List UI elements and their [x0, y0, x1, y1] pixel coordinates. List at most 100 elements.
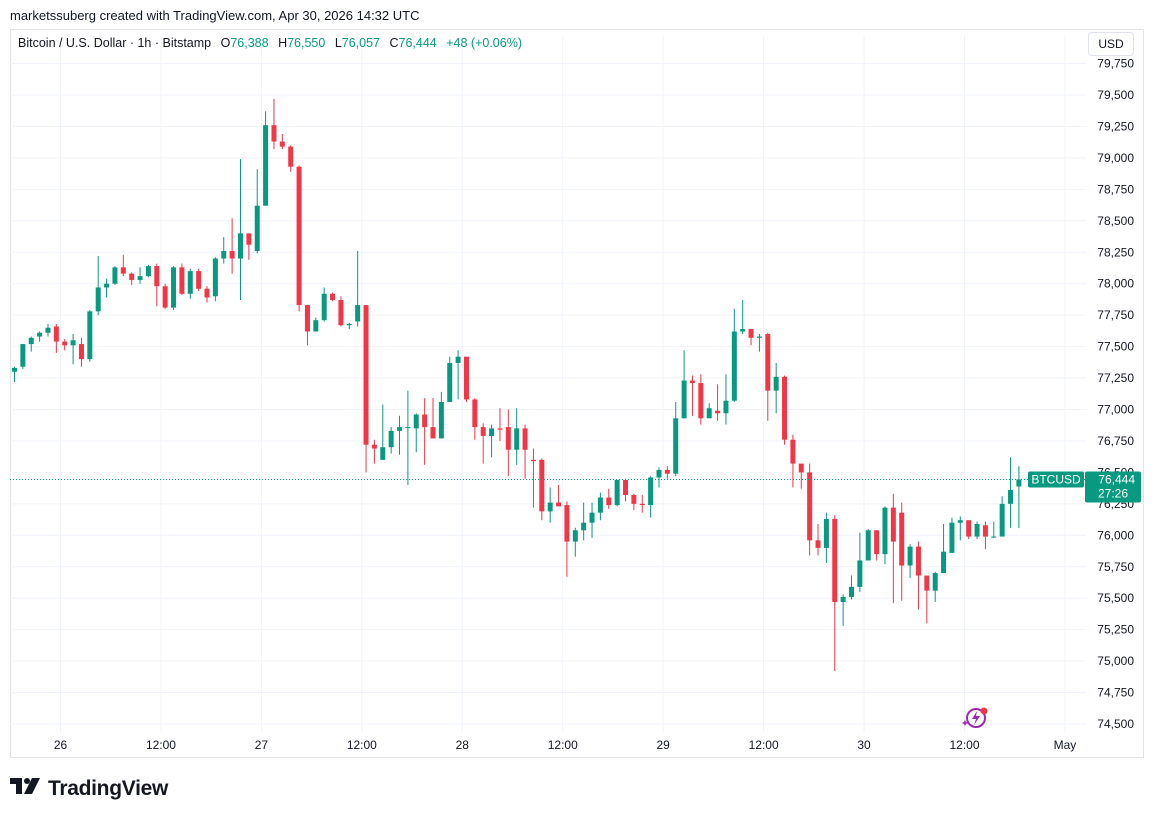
candle-body: [28, 337, 34, 345]
candle: [915, 541, 921, 610]
candle: [154, 263, 160, 307]
candle: [405, 390, 411, 485]
candle: [606, 488, 612, 509]
candle: [355, 250, 361, 327]
currency-button[interactable]: USD: [1088, 32, 1134, 56]
time-tick-label: 12:00: [146, 738, 176, 752]
candle-body: [865, 530, 871, 561]
candle-body: [731, 331, 737, 401]
candle: [480, 423, 486, 464]
candle: [145, 264, 151, 278]
candle: [639, 495, 645, 513]
candle-body: [798, 463, 804, 473]
candle-body: [212, 258, 218, 297]
candle: [932, 571, 938, 602]
candle: [422, 398, 428, 465]
candle: [196, 268, 202, 292]
candle-body: [129, 273, 135, 280]
candle-body: [966, 520, 972, 537]
candle-body: [991, 536, 997, 538]
candle-body: [405, 427, 411, 429]
candle: [941, 523, 947, 574]
candle-body: [246, 233, 252, 245]
candle-body: [154, 266, 160, 287]
candle: [589, 502, 595, 538]
candle-body: [974, 523, 980, 537]
candle: [899, 502, 905, 601]
candle: [212, 257, 218, 302]
candle-body: [689, 380, 695, 384]
candle-body: [723, 400, 729, 414]
candle: [388, 427, 394, 454]
candle: [28, 336, 34, 352]
candle: [765, 332, 771, 421]
candle-body: [664, 469, 670, 474]
candle-body: [790, 439, 796, 464]
candle-body: [890, 507, 896, 542]
candle: [530, 448, 536, 508]
candle-body: [857, 560, 863, 587]
candle: [748, 328, 754, 346]
candle: [581, 502, 587, 541]
legend-symbol: Bitcoin / U.S. Dollar · 1h · Bitstamp: [18, 36, 212, 50]
candle-body: [639, 503, 645, 506]
candle: [514, 408, 520, 465]
chart-frame: [10, 29, 1144, 758]
candle-body: [37, 332, 43, 337]
candle-body: [388, 430, 394, 448]
lightning-spark-icon[interactable]: [962, 705, 990, 736]
candle-body: [849, 586, 854, 597]
price-tick-label: 76,000: [1097, 528, 1134, 542]
candle: [907, 544, 913, 579]
time-axis: 26 12:00 27 12:00 28 12:00 29 12:00 30 12:00 May: [54, 738, 1076, 752]
candle: [723, 374, 729, 425]
candle: [162, 283, 168, 309]
candle: [715, 384, 721, 421]
candle-body: [254, 205, 260, 251]
price-tag-countdown: 27:26: [1098, 486, 1128, 500]
candle: [263, 111, 269, 206]
time-tick-label: 26: [54, 738, 68, 752]
candle-body: [832, 518, 838, 602]
price-tick-label: 79,250: [1097, 119, 1134, 133]
candle-body: [53, 326, 59, 342]
legend-close-value: 76,444: [398, 36, 437, 50]
candle: [681, 350, 687, 419]
tradingview-branding[interactable]: TradingView: [10, 776, 168, 801]
candle: [397, 415, 403, 455]
candle-body: [296, 166, 302, 306]
candle: [246, 233, 252, 260]
candle: [857, 532, 863, 592]
candle: [949, 517, 955, 553]
candle: [363, 305, 369, 473]
candle: [279, 133, 285, 150]
candle: [807, 463, 813, 556]
candle: [179, 263, 185, 296]
candle-body: [430, 427, 436, 439]
candle: [706, 403, 712, 419]
candle-body: [95, 287, 101, 312]
candle-body: [338, 300, 344, 326]
candle: [656, 467, 662, 488]
price-tick-label: 75,250: [1097, 623, 1134, 637]
price-tag-value: 76,444: [1098, 472, 1135, 486]
candle: [740, 300, 746, 335]
candle: [112, 266, 118, 285]
candle: [840, 594, 846, 626]
candle-body: [78, 344, 84, 360]
candle-body: [279, 141, 285, 147]
candle-body: [229, 250, 235, 259]
candle-body: [363, 305, 369, 445]
candle-body: [782, 376, 788, 440]
candle: [472, 398, 478, 440]
candle-body: [438, 401, 444, 439]
candle-body: [715, 410, 721, 414]
candle: [12, 366, 17, 382]
price-tick-label: 76,750: [1097, 434, 1134, 448]
price-tick-label: 77,000: [1097, 403, 1134, 417]
candle-body: [204, 288, 210, 298]
candle: [70, 334, 76, 365]
candle: [999, 496, 1005, 537]
